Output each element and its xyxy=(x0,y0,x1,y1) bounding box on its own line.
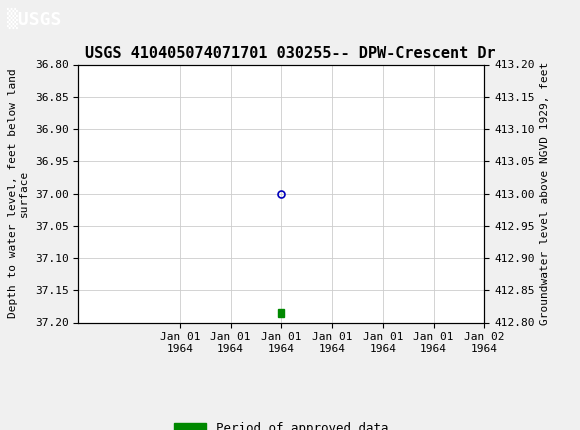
Text: ▒USGS: ▒USGS xyxy=(7,7,61,29)
Legend: Period of approved data: Period of approved data xyxy=(169,417,393,430)
Bar xyxy=(278,309,284,317)
Y-axis label: Depth to water level, feet below land
surface: Depth to water level, feet below land su… xyxy=(8,69,29,318)
Y-axis label: Groundwater level above NGVD 1929, feet: Groundwater level above NGVD 1929, feet xyxy=(540,62,550,325)
Text: USGS 410405074071701 030255-- DPW-Crescent Dr: USGS 410405074071701 030255-- DPW-Cresce… xyxy=(85,46,495,61)
